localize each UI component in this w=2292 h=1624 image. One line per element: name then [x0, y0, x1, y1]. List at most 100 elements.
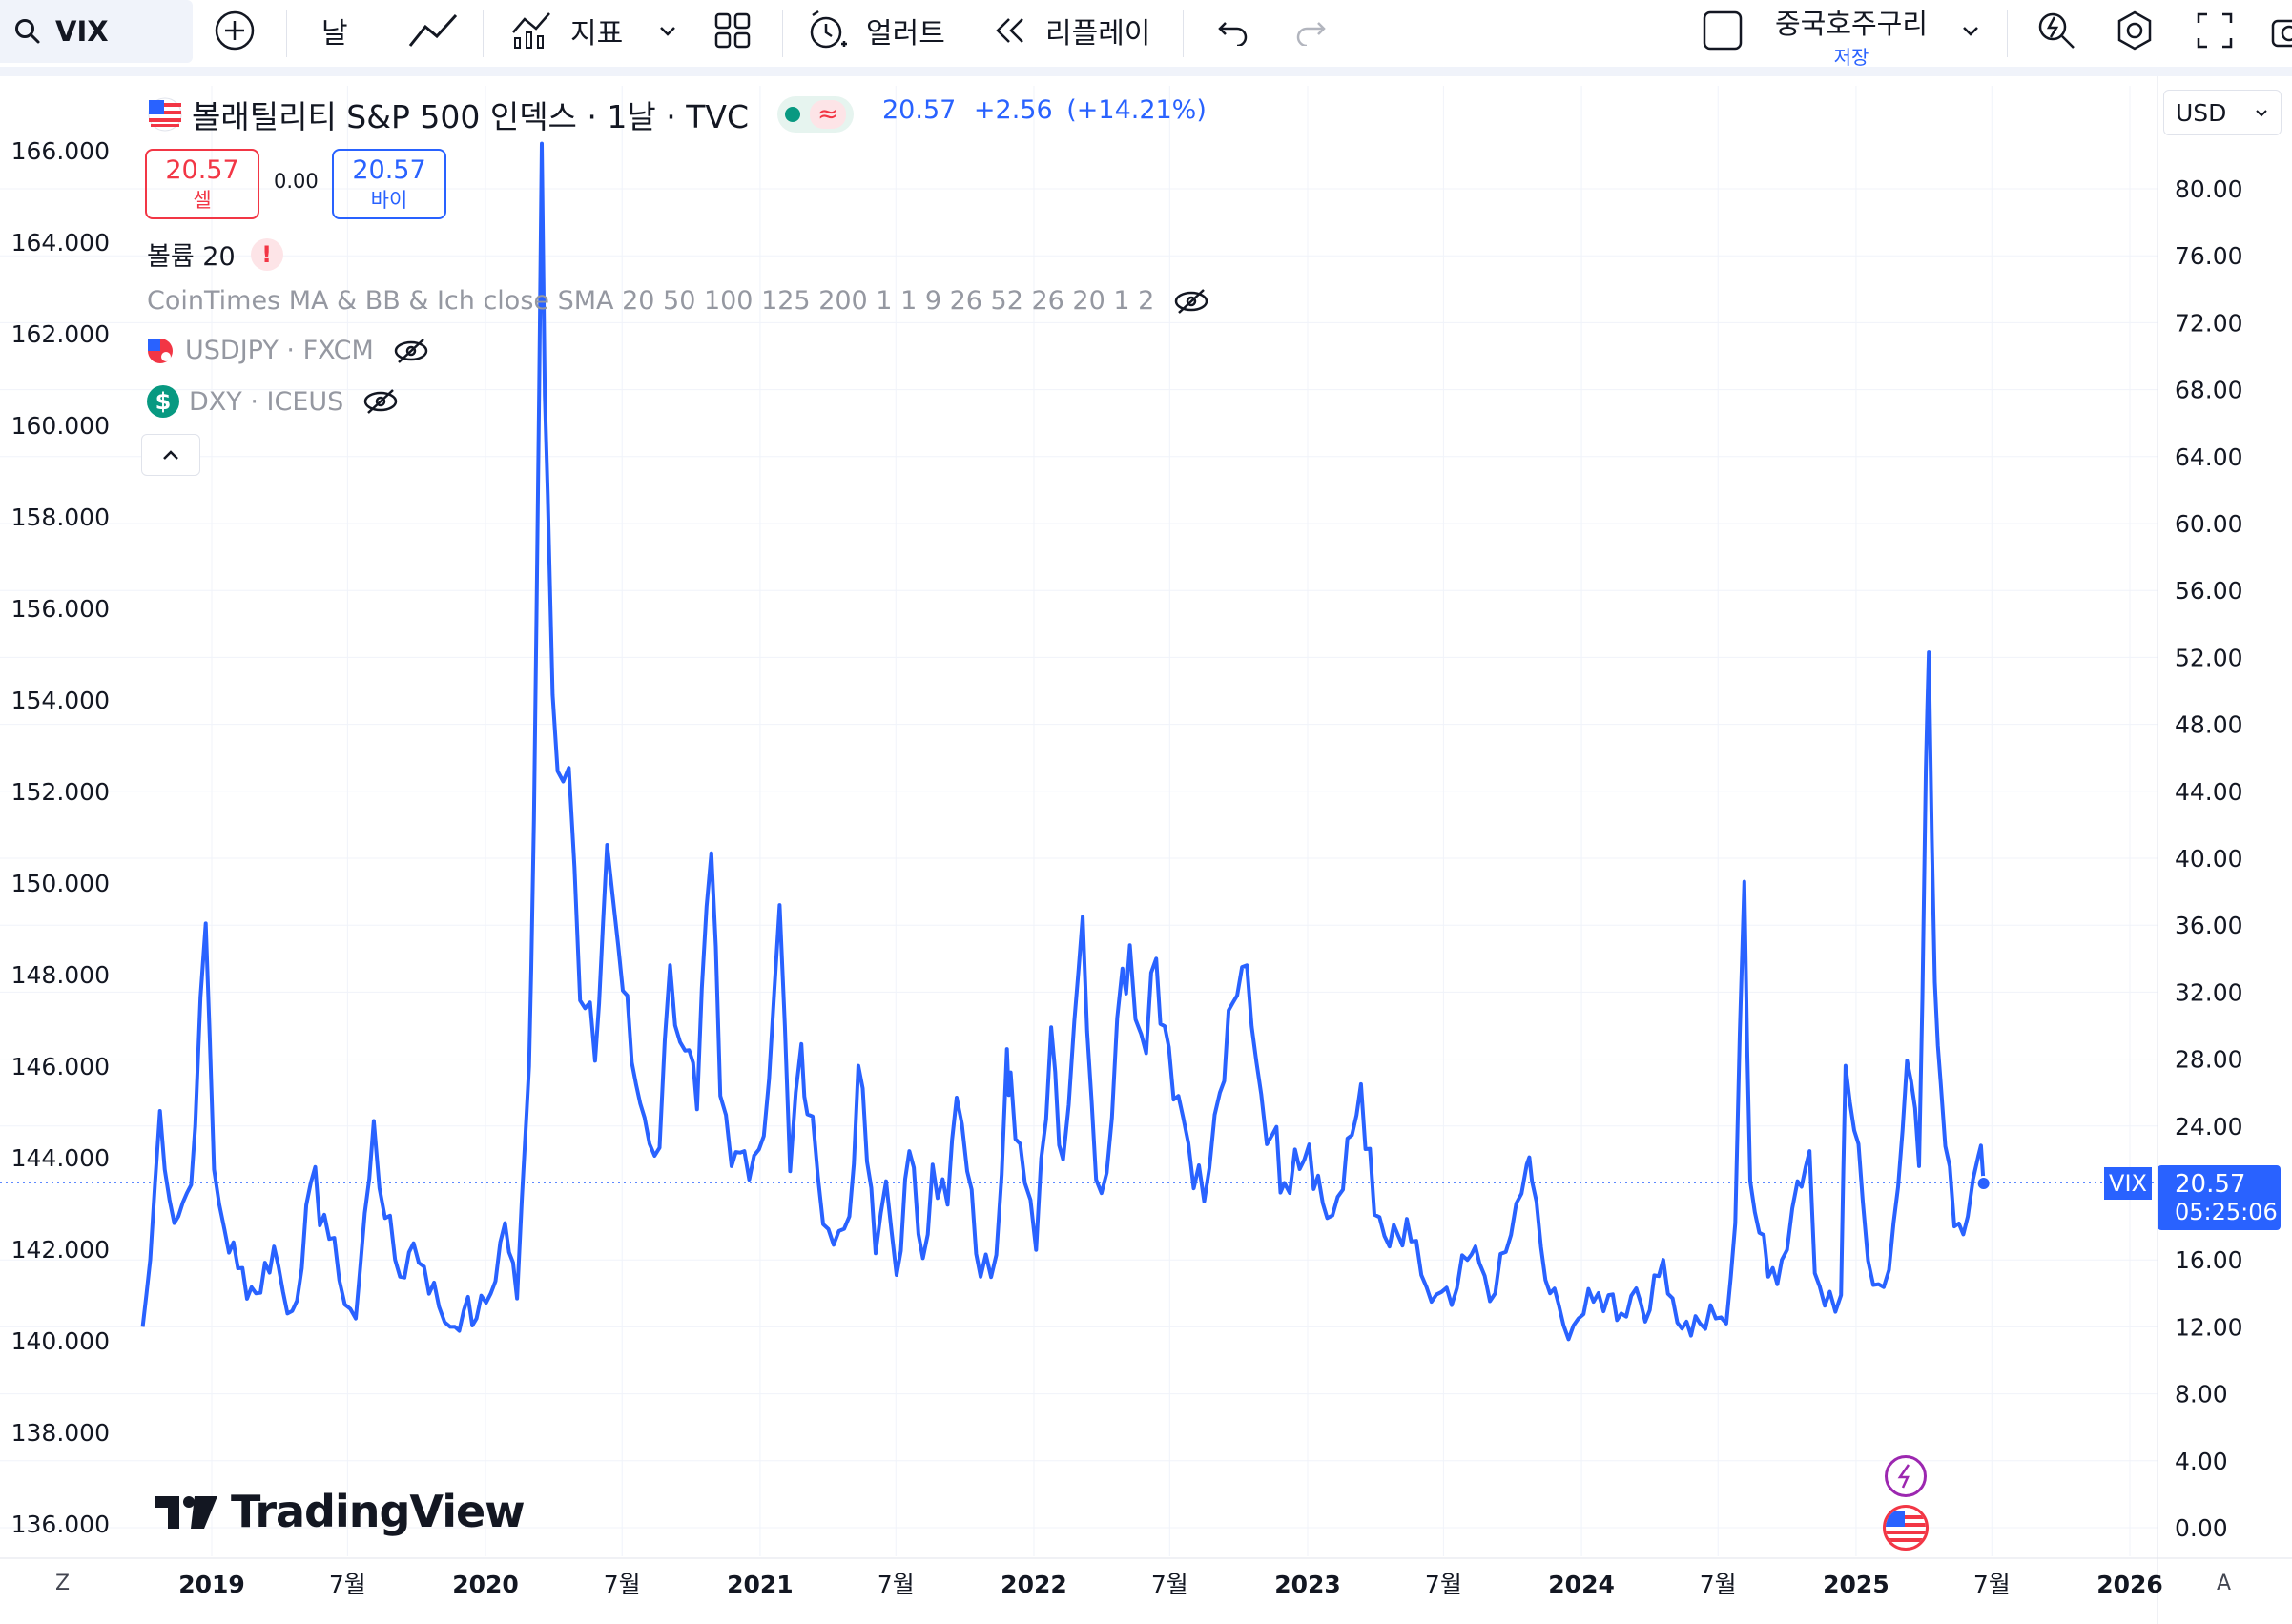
right-axis-tick: 76.00	[2175, 242, 2243, 270]
left-axis-tick: 140.000	[11, 1327, 110, 1355]
event-marker[interactable]	[1885, 1455, 1927, 1497]
time-axis-tick: 2019	[178, 1571, 245, 1598]
right-price-axis: 80.00 76.00 72.00 68.00 64.00 60.00 56.00 52.00…	[2157, 76, 2243, 1624]
snapshot-button[interactable]	[2270, 0, 2292, 61]
camera-icon	[2271, 19, 2292, 48]
left-axis-tick: 156.000	[11, 595, 110, 623]
us-flag-icon	[1886, 1511, 1926, 1542]
sell-label: 셀	[193, 188, 212, 212]
left-axis-tick: 136.000	[11, 1511, 110, 1538]
fullscreen-icon	[2197, 12, 2233, 49]
currency-selector[interactable]: USD	[2163, 90, 2282, 135]
warning-icon[interactable]: !	[250, 237, 283, 271]
time-axis-tick: 7월	[878, 1571, 915, 1598]
right-axis-tick: 24.00	[2175, 1113, 2243, 1141]
collapse-legend-button[interactable]	[141, 434, 200, 476]
left-axis-tick: 154.000	[11, 687, 110, 714]
sell-button[interactable]: 20.57 셀	[145, 149, 259, 219]
chart-type-button[interactable]	[408, 0, 458, 61]
top-toolbar: VIX 날 지표 얼러트 리플레이 중국호주구리 저장	[0, 0, 2292, 70]
undo-button[interactable]	[1216, 0, 1250, 61]
time-axis-tick: 7월	[1425, 1571, 1462, 1598]
settings-button[interactable]	[2114, 0, 2156, 61]
chevron-down-icon	[2256, 110, 2267, 117]
search-icon	[15, 19, 40, 44]
left-axis-tick: 138.000	[11, 1419, 110, 1447]
right-axis-tick: 52.00	[2175, 644, 2243, 671]
indicator-dropdown-button[interactable]	[656, 0, 679, 61]
plus-circle-icon	[215, 10, 255, 51]
rewind-icon	[996, 18, 1023, 43]
market-status-pill[interactable]: ≈	[777, 96, 854, 133]
indicators-button[interactable]: 지표	[511, 0, 623, 61]
alert-button[interactable]: 얼러트	[807, 0, 945, 61]
layout-name: 중국호주구리	[1774, 8, 1929, 40]
economic-event-marker[interactable]	[1883, 1505, 1929, 1551]
market-open-icon	[785, 107, 800, 122]
zoom-corner-left[interactable]: Z	[55, 1572, 71, 1595]
left-axis-tick: 142.000	[11, 1236, 110, 1264]
right-axis-tick: 44.00	[2175, 778, 2243, 806]
buy-label: 바이	[370, 188, 408, 212]
replay-label: 리플레이	[1045, 17, 1151, 51]
alarm-clock-icon	[810, 10, 847, 49]
redo-button[interactable]	[1293, 0, 1328, 61]
undo-icon	[1218, 22, 1248, 46]
time-axis-tick: 2020	[452, 1571, 519, 1598]
buy-price: 20.57	[352, 154, 426, 185]
buy-button[interactable]: 20.57 바이	[332, 149, 446, 219]
time-axis-tick: 2026	[2096, 1571, 2163, 1598]
usdjpy-study[interactable]: USDJPY · FXCM	[147, 336, 429, 365]
right-axis-tick: 32.00	[2175, 978, 2243, 1006]
eye-hidden-icon[interactable]	[393, 337, 429, 365]
time-axis-tick: 2022	[1001, 1571, 1067, 1598]
badge-countdown: 05:25:06	[2175, 1199, 2278, 1225]
legend-title: 볼래틸리티 S&P 500 인덱스 · 1날 · TVC	[192, 98, 749, 135]
right-axis-tick: 72.00	[2175, 309, 2243, 337]
spread-value: 0.00	[274, 170, 319, 193]
price-chart[interactable]: 166.000 164.000 162.000 160.000 158.000 156.0…	[0, 76, 2292, 1624]
layout-name-button[interactable]: 중국호주구리 저장	[1770, 2, 1932, 70]
right-axis-tick: 16.00	[2175, 1246, 2243, 1274]
ma-study-label: CoinTimes MA & BB & Ich close SMA 20 50 …	[147, 286, 1155, 316]
ma-study[interactable]: CoinTimes MA & BB & Ich close SMA 20 50 …	[147, 286, 1209, 316]
time-axis-tick: 7월	[604, 1571, 641, 1598]
left-axis-tick: 152.000	[11, 778, 110, 806]
right-axis-tick: 4.00	[2175, 1448, 2228, 1475]
last-price: 20.57	[882, 95, 957, 125]
right-axis-tick: 64.00	[2175, 443, 2243, 471]
price-change: +2.56	[973, 95, 1053, 125]
quick-search-button[interactable]	[2035, 0, 2077, 61]
dxy-label: DXY · ICEUS	[189, 386, 344, 417]
currency-label: USD	[2176, 98, 2227, 127]
legend-title-row[interactable]: 볼래틸리티 S&P 500 인덱스 · 1날 · TVC ≈	[148, 92, 854, 137]
indicators-icon	[512, 12, 550, 49]
left-axis-tick: 160.000	[11, 412, 110, 440]
replay-button[interactable]: 리플레이	[992, 0, 1150, 61]
layout-dropdown-button[interactable]	[1959, 0, 1982, 61]
auto-scale-button[interactable]: A	[2217, 1572, 2232, 1595]
left-price-axis: 166.000 164.000 162.000 160.000 158.000 156.0…	[11, 137, 110, 1538]
layouts-button[interactable]	[713, 0, 752, 61]
eye-hidden-icon[interactable]	[362, 387, 399, 416]
time-axis-tick: 7월	[1973, 1571, 2011, 1598]
time-axis-tick: 2025	[1823, 1571, 1889, 1598]
volume-label: 볼륨 20	[147, 242, 236, 272]
symbol-search[interactable]: VIX	[0, 0, 193, 63]
time-axis-tick: 7월	[329, 1571, 366, 1598]
layout-checkbox[interactable]	[1702, 0, 1744, 61]
volume-study[interactable]: 볼륨 20 !	[147, 236, 283, 273]
fullscreen-button[interactable]	[2196, 0, 2234, 61]
tradingview-watermark[interactable]: TradingView	[153, 1486, 526, 1537]
redo-icon	[1296, 22, 1326, 46]
alert-label: 얼러트	[866, 17, 945, 51]
square-icon	[1703, 10, 1743, 51]
left-axis-tick: 158.000	[11, 504, 110, 531]
left-axis-tick: 162.000	[11, 320, 110, 348]
dxy-study[interactable]: $ DXY · ICEUS	[147, 385, 399, 418]
eye-hidden-icon[interactable]	[1173, 287, 1209, 316]
right-axis-tick: 68.00	[2175, 377, 2243, 404]
add-symbol-button[interactable]	[214, 0, 256, 61]
interval-button[interactable]: 날	[321, 0, 348, 61]
left-axis-tick: 146.000	[11, 1053, 110, 1080]
